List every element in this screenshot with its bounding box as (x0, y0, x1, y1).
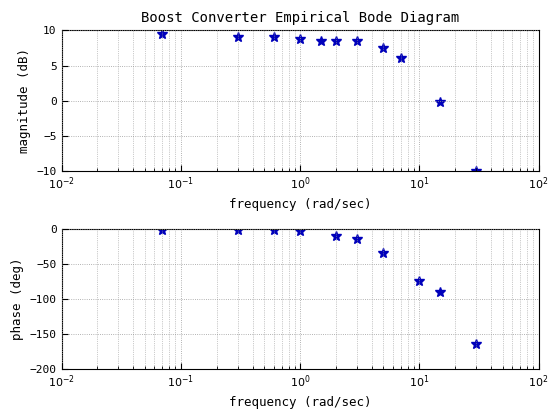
Y-axis label: magnitude (dB): magnitude (dB) (18, 48, 31, 153)
Title: Boost Converter Empirical Bode Diagram: Boost Converter Empirical Bode Diagram (141, 11, 459, 25)
X-axis label: frequency (rad/sec): frequency (rad/sec) (229, 396, 371, 409)
X-axis label: frequency (rad/sec): frequency (rad/sec) (229, 198, 371, 211)
Y-axis label: phase (deg): phase (deg) (11, 257, 24, 340)
